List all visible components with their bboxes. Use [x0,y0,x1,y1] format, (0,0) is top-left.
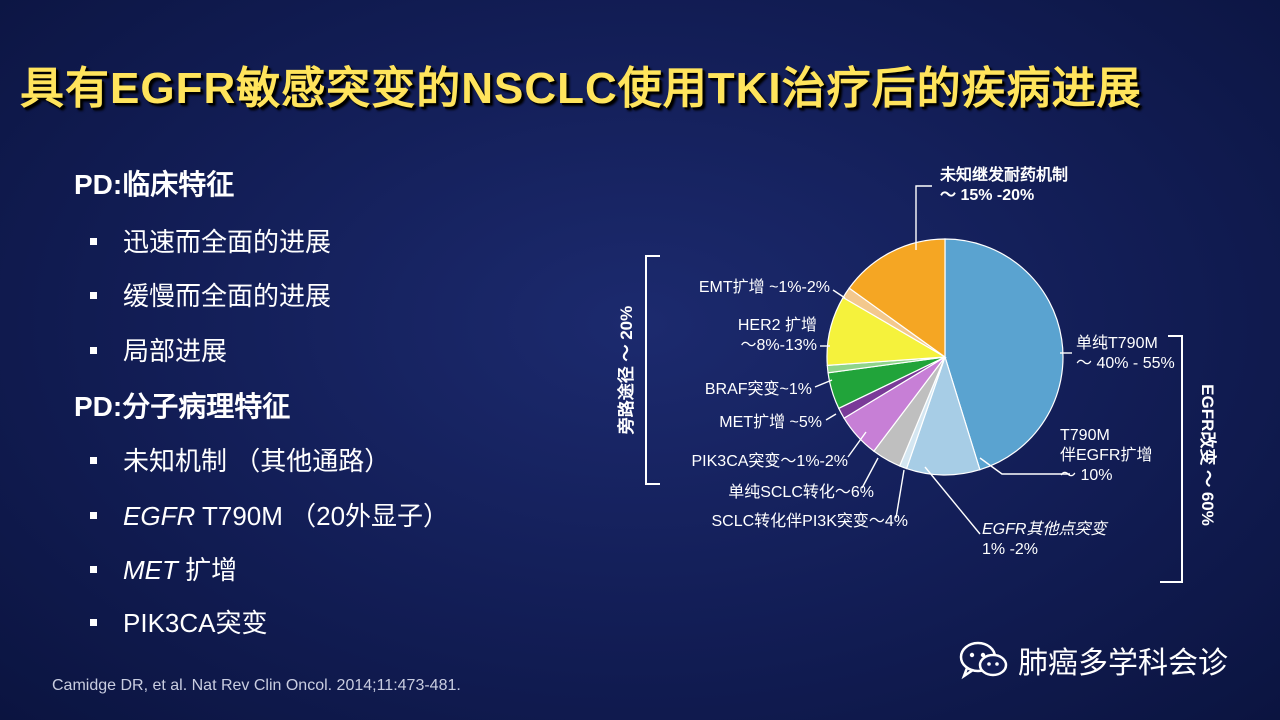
clinical-item: 缓慢而全面的进展 [90,276,331,313]
pie-slice-1 [905,355,981,476]
slice-label-1: 伴EGFR扩增 [1060,446,1152,464]
slice-label-8: ～8%-13% [741,337,817,354]
citation: Camidge DR, et al. Nat Rev Clin Oncol. 2… [52,677,461,694]
watermark-text: 肺癌多学科会诊 [1018,647,1228,680]
slice-label-1: ～ 10% [1060,467,1112,484]
bracket-bypass [645,255,660,485]
leader-line-2 [924,466,981,535]
leader-line-10 [915,185,932,250]
leader-line-6 [825,413,837,421]
wechat-icon [959,641,1008,680]
molecular-item: MET 扩增 [90,550,237,587]
clinical-item: 局部进展 [90,331,227,368]
slice-label-4: 单纯SCLC转化～6% [728,483,874,501]
bullet-marker [90,565,97,573]
slice-label-2: 1% -2% [982,541,1038,558]
group-label-bypass: 旁路途径 ～ 20% [616,306,636,435]
slice-label-10: ～ 15% -20% [940,187,1034,204]
clinical-heading: PD:临床特征 [74,169,235,200]
slice-label-1: T790M [1060,427,1110,444]
leader-line-4 [861,457,879,489]
slice-label-10: 未知继发耐药机制 [939,165,1068,184]
slice-label-5: PIK3CA突变～1%-2% [692,452,849,470]
bullet-marker [90,291,97,299]
clinical-item: 迅速而全面的进展 [90,222,331,259]
molecular-item: PIK3CA突变 [90,603,268,640]
bullet-marker [90,456,97,464]
pie-slice-10 [848,238,946,359]
slice-label-0: 单纯T790M [1076,334,1158,352]
leader-line-7 [814,379,833,388]
bracket-egfr [1160,335,1183,583]
molecular-heading: PD:分子病理特征 [74,391,291,422]
slice-label-7: BRAF突变~1% [705,380,812,398]
wechat-watermark: 肺癌多学科会诊 [958,640,1228,680]
slice-label-3: SCLC转化伴PI3K突变～4% [712,512,909,530]
bullet-marker [90,237,97,245]
pie-slice-0 [944,238,1064,471]
molecular-item: EGFR T790M （20外显子） [90,496,449,533]
slice-label-0: ～ 40% - 55% [1076,355,1175,372]
slice-label-2: EGFR其他点突变 [982,520,1108,538]
leader-line-9 [832,289,846,299]
bullet-marker [90,346,97,354]
molecular-item: 未知机制 （其他通路） [90,441,390,478]
slice-label-8: HER2 扩增 [738,316,817,334]
leader-line-3 [895,469,905,519]
slice-label-6: MET扩增 ~5% [719,413,822,431]
group-label-egfr: EGFR改变 ～ 60% [1198,384,1218,526]
leader-line-1 [979,457,1070,475]
slice-label-9: EMT扩增 ~1%-2% [699,278,830,296]
bullet-marker [90,618,97,626]
slide-title: 具有EGFR敏感突变的NSCLC使用TKI治疗后的疾病进展 [20,64,1142,113]
bullet-marker [90,511,97,519]
leader-line-5 [847,431,867,458]
